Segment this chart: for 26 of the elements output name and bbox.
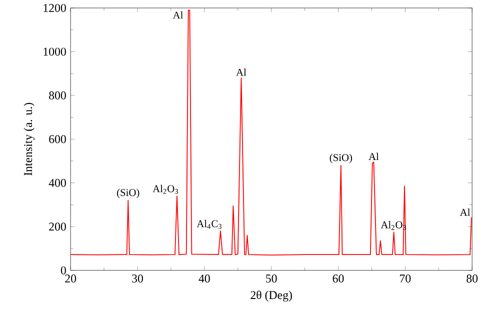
y-tick-label: 200 [49,222,66,231]
x-tick-label: 80 [466,274,478,283]
x-tick-label: 60 [332,274,344,283]
y-tick-label: 1200 [44,4,66,12]
annotation: Al$_{2}$O$_{3}$ [380,220,406,230]
x-tick-label: 20 [65,274,76,283]
y-tick-label: 600 [49,135,66,144]
annotation: (SiO) [117,188,140,198]
x-tick-label: 50 [266,274,277,283]
x-tick-label: 30 [132,274,143,283]
annotation: Al [368,152,379,160]
x-tick-label: 70 [400,274,411,283]
x-tick-label: 40 [198,274,210,283]
y-tick-label: 800 [49,91,66,100]
x-axis-title: 2θ (Deg) [250,290,292,302]
annotation: Al$_{2}$O$_{3}$ [152,184,178,194]
annotation: (SiO) [330,154,352,164]
y-axis-title: Intensity (a. u.) [24,102,35,176]
annotation: Al [172,11,183,19]
y-tick-label: 400 [48,178,66,187]
annotation: Al [460,208,470,216]
y-tick-label: 0 [60,266,66,274]
y-tick-label: 1000 [44,48,66,56]
annotation: Al$_{4}$C$_{3}$ [196,220,222,229]
annotation: Al [236,68,246,76]
line-series [70,10,472,256]
